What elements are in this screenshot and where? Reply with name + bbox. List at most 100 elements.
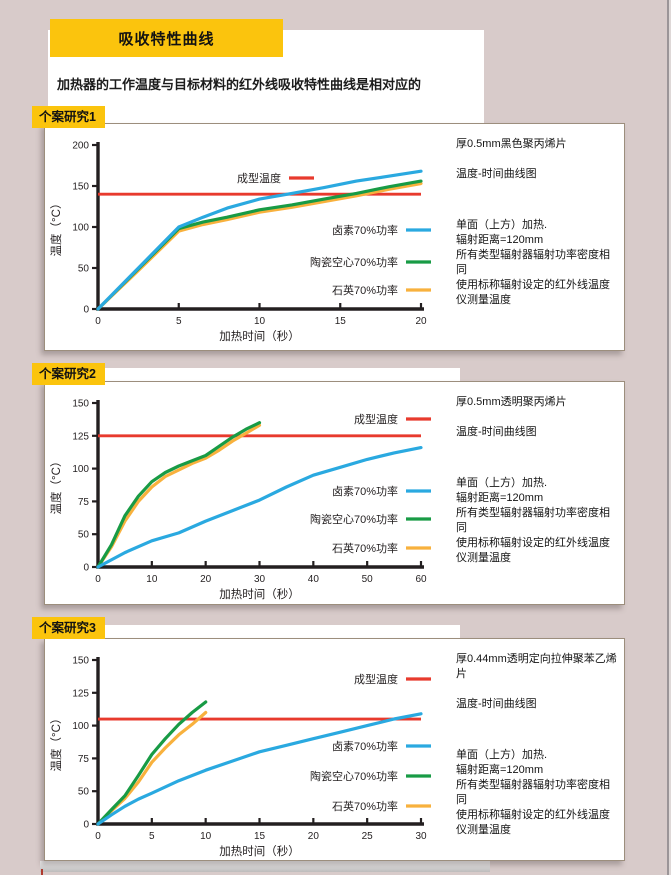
setup-note-line: 使用标称辐射设定的红外线温度仪测量温度 (456, 809, 610, 836)
y-tick-label: 0 (83, 563, 89, 574)
x-tick-label: 10 (146, 574, 158, 585)
series-line (96, 421, 262, 569)
y-tick-label: 150 (72, 399, 89, 410)
setup-notes: 单面（上方）加热. 辐射距离=120mm 所有类型辐射器辐射功率密度相同 使用标称辐射… (456, 218, 618, 308)
case-study-panel: 0 50 75 100 125 150 0 10 20 30 40 50 60 温度（°C） 加热时间（秒）… (44, 381, 625, 605)
chart-notes: 厚0.44mm透明定向拉伸聚苯乙烯片温度-时间曲线图 单面（上方）加热. 辐射距离=… (456, 652, 618, 838)
x-tick-label: 25 (362, 831, 374, 842)
y-tick-label: 50 (78, 530, 90, 541)
temperature-time-chart: 0 50 75 100 125 150 0 10 20 30 40 50 60 温度（°C） 加热时间（秒）… (49, 399, 431, 601)
x-tick-label: 50 (362, 574, 374, 585)
series-legend-label: 陶瓷空心70%功率 (310, 512, 398, 526)
x-axis-title: 加热时间（秒） (219, 587, 300, 601)
x-tick-label: 20 (200, 574, 212, 585)
page-bottom-shadow (40, 861, 490, 872)
x-tick-label: 0 (95, 574, 101, 585)
curve-note: 温度-时间曲线图 (456, 426, 537, 438)
x-tick-label: 40 (308, 574, 320, 585)
y-tick-label: 75 (78, 497, 90, 508)
y-axis-title: 温度（°C） (49, 713, 63, 772)
x-tick-label: 10 (200, 831, 212, 842)
case-study-panel: 0 50 75 100 125 150 0 5 10 15 20 25 30 温度（°C） 加热时间（秒） 成… (44, 638, 625, 861)
y-tick-label: 50 (78, 264, 90, 275)
y-tick-label: 0 (83, 820, 89, 831)
chart-notes: 厚0.5mm透明聚丙烯片 温度-时间曲线图 单面（上方）加热. 辐射距离=120mm 所… (456, 395, 618, 566)
setup-note-line: 使用标称辐射设定的红外线温度仪测量温度 (456, 537, 610, 564)
setup-note-line: 单面（上方）加热. (456, 477, 548, 489)
section-label: 个案研究1 (32, 106, 105, 128)
x-tick-label: 30 (254, 574, 266, 585)
series-line (96, 712, 423, 826)
x-tick-label: 10 (254, 316, 266, 327)
y-tick-label: 100 (72, 223, 89, 234)
x-tick-label: 60 (415, 574, 427, 585)
threshold-legend-label: 成型温度 (237, 171, 281, 185)
y-tick-label: 200 (72, 141, 89, 152)
setup-note-line: 辐射距离=120mm (456, 764, 544, 776)
material-note: 厚0.5mm透明聚丙烯片 (456, 396, 567, 408)
curve-note: 温度-时间曲线图 (456, 698, 537, 710)
setup-note-line: 单面（上方）加热. (456, 219, 548, 231)
case-study-panel: 0 50 100 150 200 0 5 10 15 20 温度（°C） 加热时间（秒） 成型温度 卤素7… (44, 123, 625, 351)
y-tick-label: 125 (72, 688, 89, 699)
series-legend-label: 卤素70%功率 (332, 223, 398, 237)
header-band: 吸收特性曲线 加热器的工作温度与目标材料的红外线吸收特性曲线是相对应的 (48, 19, 484, 123)
series-legend-label: 陶瓷空心70%功率 (310, 255, 398, 269)
y-tick-label: 75 (78, 754, 90, 765)
x-tick-label: 5 (149, 831, 155, 842)
material-note: 厚0.44mm透明定向拉伸聚苯乙烯片 (456, 653, 617, 680)
series-legend-label: 卤素70%功率 (332, 739, 398, 753)
page-title-banner: 吸收特性曲线 (50, 19, 283, 57)
x-tick-label: 15 (335, 316, 347, 327)
setup-note-line: 所有类型辐射器辐射功率密度相同 (456, 779, 610, 806)
series-legend-label: 卤素70%功率 (332, 484, 398, 498)
section-backing-strip (48, 625, 460, 639)
threshold-legend-label: 成型温度 (354, 412, 398, 426)
y-tick-label: 100 (72, 464, 89, 475)
threshold-legend-label: 成型温度 (354, 672, 398, 686)
page-subtitle: 加热器的工作温度与目标材料的红外线吸收特性曲线是相对应的 (57, 77, 422, 92)
x-tick-label: 0 (95, 831, 101, 842)
temperature-time-chart: 0 50 100 150 200 0 5 10 15 20 温度（°C） 加热时间（秒） 成型温度卤素7… (49, 141, 431, 343)
setup-note-line: 使用标称辐射设定的红外线温度仪测量温度 (456, 279, 610, 306)
y-tick-label: 50 (78, 787, 90, 798)
series-legend-label: 陶瓷空心70%功率 (310, 769, 398, 783)
section-label: 个案研究3 (32, 617, 105, 639)
page-title: 吸收特性曲线 (118, 30, 215, 48)
section-backing-strip (48, 368, 460, 382)
setup-note-line: 辐射距离=120mm (456, 492, 544, 504)
series-line (96, 445, 423, 569)
y-tick-label: 150 (72, 656, 89, 667)
series-line (96, 169, 423, 311)
y-tick-label: 150 (72, 182, 89, 193)
setup-note-line: 所有类型辐射器辐射功率密度相同 (456, 249, 610, 276)
series-line (96, 700, 208, 826)
series-legend-label: 石英70%功率 (332, 799, 398, 813)
page-edge-line (667, 0, 669, 875)
x-tick-label: 15 (254, 831, 266, 842)
page-corner-mark (41, 869, 43, 875)
series-legend-label: 石英70%功率 (332, 541, 398, 555)
setup-note-line: 单面（上方）加热. (456, 749, 548, 761)
section-label: 个案研究2 (32, 363, 105, 385)
setup-notes: 单面（上方）加热. 辐射距离=120mm 所有类型辐射器辐射功率密度相同 使用标称辐射… (456, 476, 618, 566)
y-axis-title: 温度（°C） (49, 456, 63, 515)
setup-note-line: 所有类型辐射器辐射功率密度相同 (456, 507, 610, 534)
setup-note-line: 辐射距离=120mm (456, 234, 544, 246)
x-tick-label: 20 (415, 316, 427, 327)
x-axis-title: 加热时间（秒） (219, 329, 300, 343)
x-tick-label: 0 (95, 316, 101, 327)
y-tick-label: 125 (72, 431, 89, 442)
x-tick-label: 20 (308, 831, 320, 842)
setup-notes: 单面（上方）加热. 辐射距离=120mm 所有类型辐射器辐射功率密度相同 使用标称辐射… (456, 748, 618, 838)
x-tick-label: 5 (176, 316, 182, 327)
x-axis-title: 加热时间（秒） (219, 844, 300, 858)
y-axis-title: 温度（°C） (49, 198, 63, 257)
temperature-time-chart: 0 50 75 100 125 150 0 5 10 15 20 25 30 温度（°C） 加热时间（秒） 成… (49, 656, 431, 858)
material-note: 厚0.5mm黑色聚丙烯片 (456, 138, 567, 150)
chart-notes: 厚0.5mm黑色聚丙烯片 温度-时间曲线图 单面（上方）加热. 辐射距离=120mm 所… (456, 137, 618, 308)
series-legend-label: 石英70%功率 (332, 283, 398, 297)
page-edge-highlight (669, 0, 671, 875)
curve-note: 温度-时间曲线图 (456, 168, 537, 180)
